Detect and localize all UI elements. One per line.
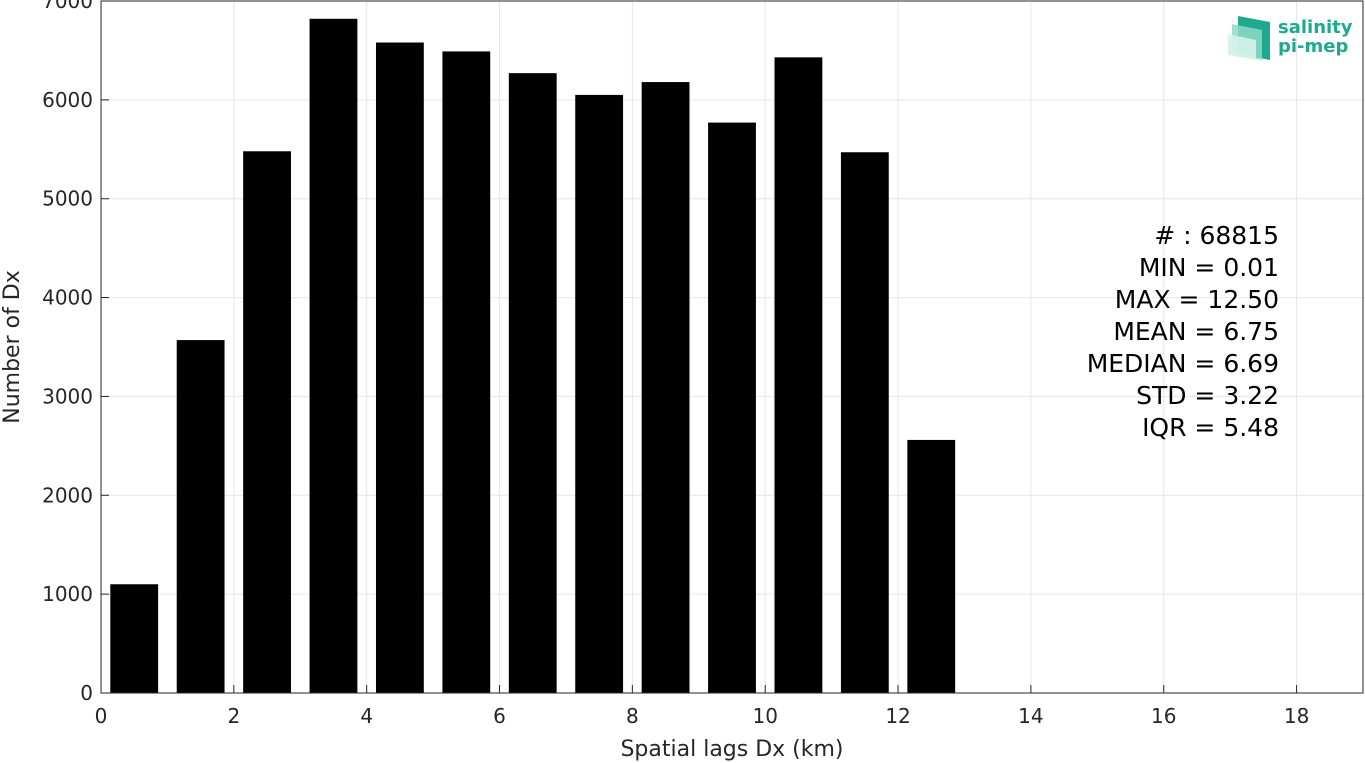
y-tick-label: 7000 xyxy=(42,0,93,13)
statistics-box: # : 68815 MIN = 0.01 MAX = 12.50 MEAN = 6.7… xyxy=(1087,221,1279,442)
histogram-bar xyxy=(575,94,624,693)
y-tick-label: 6000 xyxy=(42,88,93,112)
x-tick-label: 12 xyxy=(885,704,910,728)
y-tick-label: 0 xyxy=(80,681,93,705)
y-tick-label: 2000 xyxy=(42,483,93,507)
x-tick-label: 8 xyxy=(626,704,639,728)
x-tick-label: 0 xyxy=(95,704,108,728)
y-tick-label: 5000 xyxy=(42,187,93,211)
histogram-bar xyxy=(840,152,889,693)
y-axis-label: Number of Dx xyxy=(0,270,25,424)
stat-line: MEDIAN = 6.69 xyxy=(1087,349,1279,378)
logo-icon xyxy=(1228,16,1270,60)
logo-line2: pi-mep xyxy=(1278,36,1348,57)
histogram-bar xyxy=(442,51,491,694)
stat-line: # : 68815 xyxy=(1154,221,1279,250)
histogram-bar xyxy=(375,42,424,693)
x-tick-label: 6 xyxy=(493,704,506,728)
x-tick-label: 18 xyxy=(1284,704,1309,728)
stat-line: IQR = 5.48 xyxy=(1142,413,1279,442)
histogram-bar xyxy=(508,73,557,693)
x-tick-label: 2 xyxy=(227,704,240,728)
y-tick-label: 1000 xyxy=(42,582,93,606)
x-tick-label: 14 xyxy=(1018,704,1043,728)
x-axis-ticks: 0 2 4 6 8 10 12 14 16 18 xyxy=(95,685,1309,728)
histogram-bar xyxy=(243,151,291,693)
x-tick-label: 10 xyxy=(752,704,777,728)
x-tick-label: 4 xyxy=(360,704,373,728)
histogram-bar xyxy=(110,584,159,693)
stat-line: MEAN = 6.75 xyxy=(1113,317,1279,346)
plot-frame xyxy=(100,0,1364,694)
logo-line1: salinity xyxy=(1278,17,1353,38)
x-axis-label: Spatial lags Dx (km) xyxy=(620,737,843,762)
y-tick-label: 3000 xyxy=(42,384,93,408)
stat-line: STD = 3.22 xyxy=(1136,381,1279,410)
histogram-bar xyxy=(176,340,225,693)
stat-line: MAX = 12.50 xyxy=(1115,285,1279,314)
stat-line: MIN = 0.01 xyxy=(1139,253,1279,282)
histogram-bar xyxy=(907,439,956,693)
histogram-bar xyxy=(708,122,756,693)
histogram-bar xyxy=(641,82,690,693)
x-tick-label: 16 xyxy=(1151,704,1176,728)
histogram-bar xyxy=(774,57,823,693)
y-tick-label: 4000 xyxy=(42,286,93,310)
salinity-pi-mep-logo: salinity pi-mep xyxy=(1228,16,1353,60)
histogram-bar xyxy=(309,18,358,693)
bars xyxy=(110,18,956,694)
y-axis-ticks: 0 1000 2000 3000 4000 5000 6000 7000 xyxy=(42,0,109,705)
